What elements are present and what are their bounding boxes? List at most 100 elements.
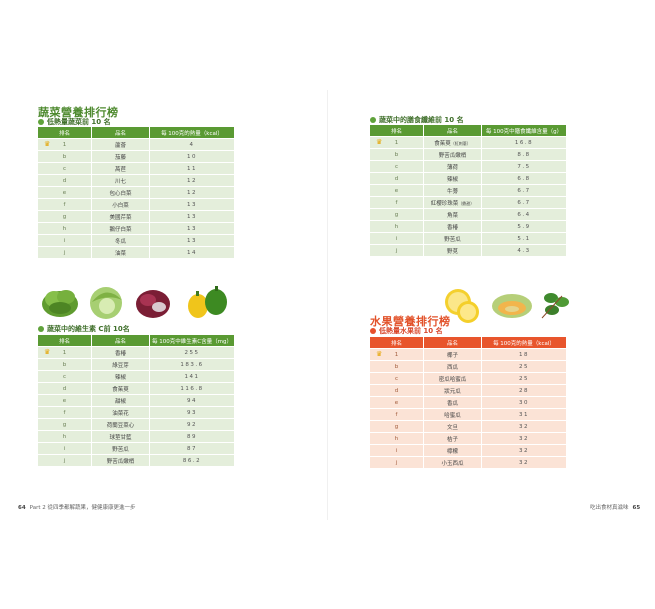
- item-name: 角菜: [446, 212, 458, 219]
- lemon-icon: [445, 289, 479, 323]
- rank-text: f: [395, 411, 398, 418]
- table-row: g 荷蘭豆菜心 92: [38, 419, 234, 430]
- rank-text: h: [62, 433, 67, 440]
- item-name: 野苦瓜嫩梢: [106, 458, 135, 465]
- item-name: 冬瓜: [114, 238, 126, 245]
- value-cell: 32: [482, 445, 566, 456]
- crown-icon: ♛: [44, 348, 51, 356]
- vitamin-c-table: 排名 品名 每 100克中維生素C含量（mg） ♛ 1 香椿 255 b 綠豆芽 183.6…: [38, 334, 234, 467]
- vegetables-photo: [42, 286, 227, 319]
- item-name: 紅櫻珍珠菜: [430, 200, 459, 207]
- rank-text: f: [63, 409, 66, 416]
- table-row: ♛ 1 椰子 18: [370, 349, 566, 360]
- subtitle-text: 蔬菜中的維生素 C前 10名: [47, 325, 130, 333]
- item-name: 檸檬: [446, 448, 458, 455]
- table-row: d 辣椒 6.8: [370, 173, 566, 184]
- value-cell: 4.3: [482, 245, 566, 256]
- value-cell: 116.8: [150, 383, 234, 394]
- rank-text: c: [394, 163, 399, 170]
- value-cell: 94: [150, 395, 234, 406]
- table-row: j 油菜 14: [38, 247, 234, 258]
- rank-text: g: [62, 421, 67, 428]
- item-name: 鵝仔白菜: [109, 226, 132, 233]
- item-name: 美國芹菜: [109, 214, 132, 221]
- value-cell: 13: [150, 199, 234, 210]
- fiber-table: 排名 品名 每 100克中膳食纖維含量（g） ♛ 1 食茱萸（紅刺蔥） 16.8 b 野苦…: [370, 124, 566, 257]
- item-name: 食茱萸: [434, 140, 451, 147]
- rank-text: e: [394, 187, 399, 194]
- low-calorie-fruit-table: 排名 品名 每 100克的熱量（kcal） ♛ 1 椰子 18 b 西瓜 25 c 密瓜哈蜜瓜 2…: [370, 336, 566, 469]
- col-name: 品名: [92, 335, 150, 346]
- name-cell: 文旦: [424, 421, 482, 432]
- page-number: 64: [18, 505, 26, 511]
- low-calorie-veg-subtitle: 低熱量蔬菜前 10 名: [38, 117, 111, 127]
- item-name: 蘆薈: [114, 142, 126, 149]
- table-row: c 辣椒 141: [38, 371, 234, 382]
- name-cell: 野苦瓜: [424, 233, 482, 244]
- item-name: 甜椒: [114, 398, 126, 405]
- rank-cell: ♛ 1: [38, 347, 92, 358]
- subtitle-text: 低熱量水果前 10 名: [379, 327, 443, 335]
- rank-cell: b: [370, 361, 424, 372]
- value-cell: 16.8: [482, 137, 566, 148]
- rank-text: e: [394, 399, 399, 406]
- rank-cell: i: [370, 445, 424, 456]
- name-cell: 桔子: [424, 433, 482, 444]
- rank-cell: b: [38, 359, 92, 370]
- value-cell: 255: [150, 347, 234, 358]
- value-cell: 6.8: [482, 173, 566, 184]
- rank-cell: f: [38, 199, 92, 210]
- value-cell: 183.6: [150, 359, 234, 370]
- name-cell: 油菜花: [92, 407, 150, 418]
- item-name: 桔子: [446, 436, 458, 443]
- item-name: 包心白菜: [109, 190, 132, 197]
- rank-cell: d: [38, 383, 92, 394]
- table-row: j 野苦瓜嫩梢 86.2: [38, 455, 234, 466]
- table-row: h 球莖甘藍 89: [38, 431, 234, 442]
- table-row: i 野苦瓜 5.1: [370, 233, 566, 244]
- name-cell: 野苦瓜: [92, 443, 150, 454]
- rank-text: j: [63, 249, 66, 256]
- table-row: e 甜椒 94: [38, 395, 234, 406]
- rank-cell: h: [370, 433, 424, 444]
- col-name: 品名: [424, 125, 482, 136]
- name-cell: 密瓜哈蜜瓜: [424, 373, 482, 384]
- low-calorie-fruit-subtitle: 低熱量水果前 10 名: [370, 326, 443, 336]
- mint-leaves-icon: [541, 293, 569, 319]
- name-cell: 香椿: [92, 347, 150, 358]
- name-cell: 萵苣: [92, 163, 150, 174]
- rank-text: f: [63, 201, 66, 208]
- rank-cell: ♛ 1: [370, 349, 424, 360]
- name-cell: 甜椒: [92, 395, 150, 406]
- rank-cell: e: [38, 395, 92, 406]
- item-name: 川七: [114, 178, 126, 185]
- right-folio: 吃出食材真滋味 65: [590, 503, 640, 511]
- value-cell: 12: [150, 187, 234, 198]
- value-cell: 87: [150, 443, 234, 454]
- rank-cell: e: [38, 187, 92, 198]
- rank-cell: j: [370, 245, 424, 256]
- table-row: ♛ 1 蘆薈 4: [38, 139, 234, 150]
- rank-cell: i: [38, 235, 92, 246]
- melon-icon: [492, 294, 532, 318]
- rank-cell: c: [370, 373, 424, 384]
- col-name: 品名: [92, 127, 150, 138]
- value-cell: 11: [150, 163, 234, 174]
- item-name: 萵苣: [114, 166, 126, 173]
- name-cell: 小玉西瓜: [424, 457, 482, 468]
- value-cell: 5.9: [482, 221, 566, 232]
- table-row: f 油菜花 93: [38, 407, 234, 418]
- value-cell: 6.7: [482, 197, 566, 208]
- rank-cell: b: [370, 149, 424, 160]
- subtitle-text: 蔬菜中的膳食纖維前 10 名: [379, 116, 464, 124]
- rank-cell: i: [38, 443, 92, 454]
- running-head: 吃出食材真滋味: [590, 505, 629, 511]
- value-cell: 5.1: [482, 233, 566, 244]
- table-row: f 小白菜 13: [38, 199, 234, 210]
- rank-text: e: [62, 397, 67, 404]
- name-cell: 檸檬: [424, 445, 482, 456]
- table-row: ♛ 1 食茱萸（紅刺蔥） 16.8: [370, 137, 566, 148]
- table-row: i 檸檬 32: [370, 445, 566, 456]
- col-rank: 排名: [370, 125, 424, 136]
- rank-cell: c: [38, 163, 92, 174]
